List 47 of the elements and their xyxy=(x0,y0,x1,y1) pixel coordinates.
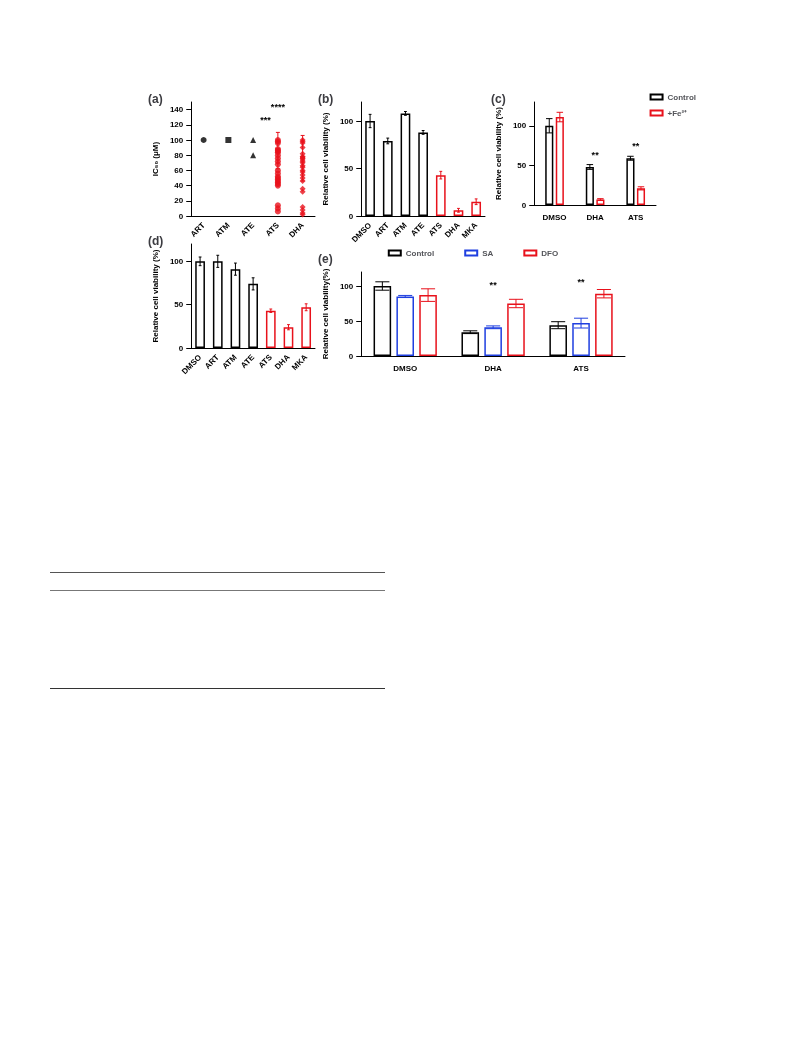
y-tick-label: 0 xyxy=(178,343,184,353)
chart-title: (a) xyxy=(148,92,163,106)
chart-title: (b) xyxy=(318,92,334,106)
annotation: ** xyxy=(591,150,600,161)
y-tick-label: 50 xyxy=(344,316,354,326)
legend-label: DFO xyxy=(541,248,559,258)
y-tick-label: 50 xyxy=(174,300,184,310)
x-tick-label: DMSO xyxy=(393,363,418,373)
x-tick-label: DHA xyxy=(586,212,605,222)
y-tick-label: 20 xyxy=(174,196,184,206)
y-axis-title: Relative cell viability (%) xyxy=(150,249,160,343)
y-tick-label: 0 xyxy=(348,211,354,221)
y-tick-label: 100 xyxy=(339,281,354,291)
y-axis-title: IC₅₀ (μM) xyxy=(150,141,160,177)
x-tick-label: DMSO xyxy=(542,212,567,222)
y-tick-label: 0 xyxy=(178,211,184,221)
y-tick-label: 100 xyxy=(169,256,184,266)
y-tick-label: 100 xyxy=(512,121,527,131)
y-tick-label: 100 xyxy=(339,116,354,126)
y-tick-label: 60 xyxy=(174,165,184,175)
y-tick-label: 120 xyxy=(169,120,184,130)
y-tick-label: 50 xyxy=(517,160,527,170)
y-tick-label: 80 xyxy=(174,150,184,160)
y-tick-label: 50 xyxy=(344,164,354,173)
y-tick-label: 0 xyxy=(348,351,354,361)
x-tick-label: DHA xyxy=(484,363,503,373)
chart-title: (e) xyxy=(318,252,333,266)
y-tick-label: 0 xyxy=(521,200,527,210)
y-tick-label: 100 xyxy=(169,135,184,145)
annotation: ** xyxy=(489,280,498,291)
y-tick-label: 140 xyxy=(169,105,184,115)
x-tick-label: ATS xyxy=(628,212,645,222)
legend-label: Control xyxy=(405,248,435,258)
y-axis-title: Relative cell viability(%) xyxy=(320,268,330,360)
annotation: *** xyxy=(260,115,272,126)
chart-title: (c) xyxy=(491,92,506,106)
y-tick-label: 40 xyxy=(174,181,184,191)
chart-title: (d) xyxy=(148,234,164,248)
x-tick-label: ATS xyxy=(573,363,590,373)
legend-label: SA xyxy=(482,248,494,258)
annotation: ** xyxy=(577,276,586,287)
y-axis-title: Relative cell viability (%) xyxy=(320,112,330,206)
y-axis-title: Relative cell viability (%) xyxy=(493,106,503,200)
annotation: ** xyxy=(632,140,640,151)
legend-label: Control xyxy=(667,92,696,102)
legend-label: +Fe²⁺ xyxy=(667,108,688,118)
annotation: **** xyxy=(270,101,286,112)
